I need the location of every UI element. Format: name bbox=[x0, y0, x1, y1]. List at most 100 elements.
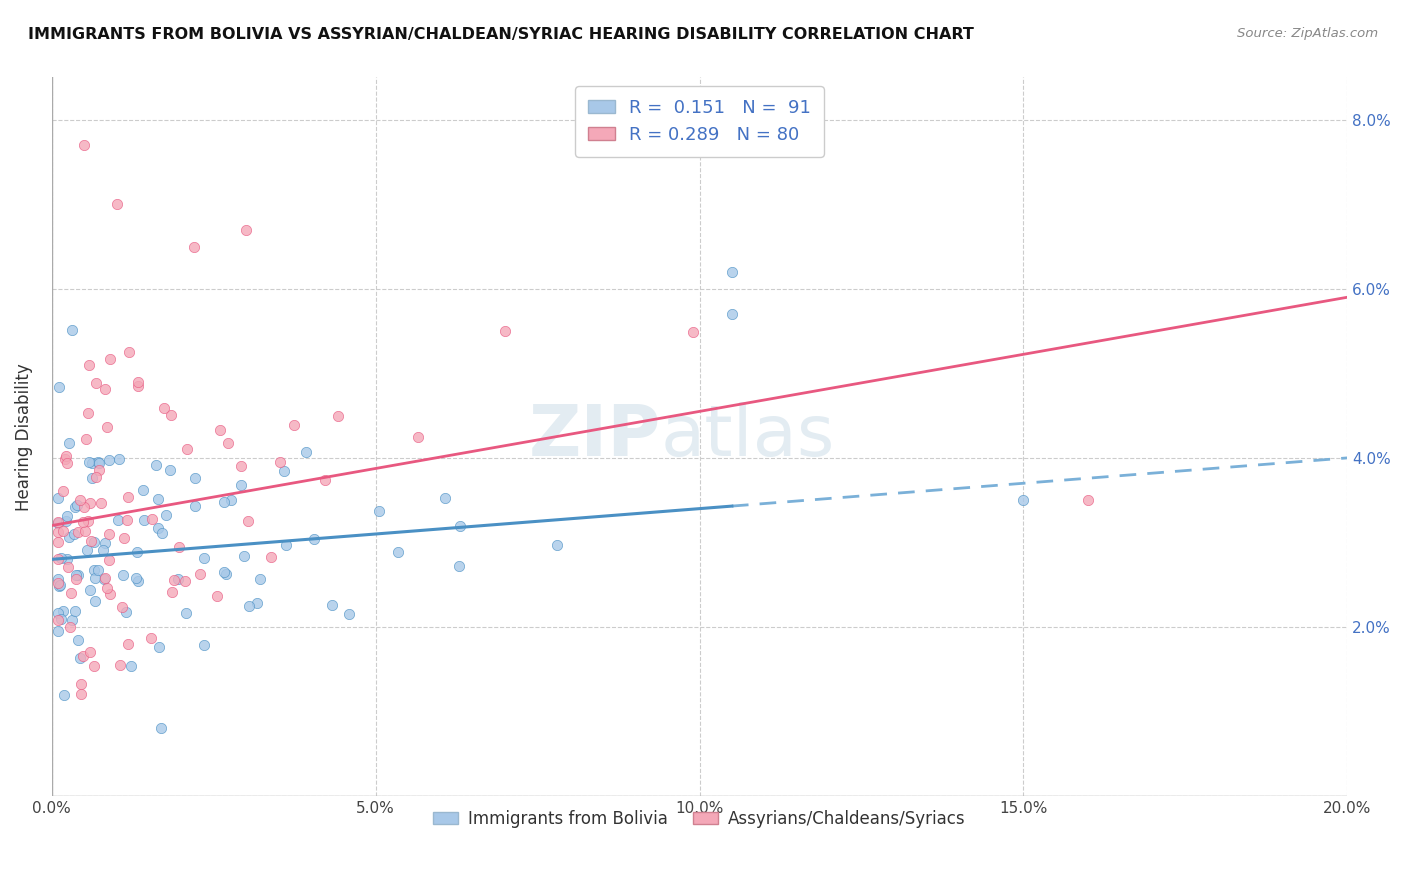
Point bbox=[46, 572, 69, 586]
Point bbox=[46, 515, 69, 529]
Point bbox=[46, 535, 69, 549]
Point bbox=[276, 538, 298, 552]
Point bbox=[65, 572, 87, 586]
Point bbox=[93, 573, 115, 587]
Point bbox=[107, 513, 129, 527]
Point bbox=[76, 542, 98, 557]
Point bbox=[46, 524, 69, 539]
Point bbox=[387, 545, 409, 559]
Text: atlas: atlas bbox=[661, 402, 835, 471]
Point bbox=[90, 496, 112, 510]
Point bbox=[52, 524, 75, 538]
Point bbox=[235, 222, 257, 236]
Point bbox=[66, 567, 89, 582]
Point bbox=[100, 351, 122, 366]
Point bbox=[76, 514, 98, 528]
Point bbox=[98, 553, 121, 567]
Point bbox=[97, 527, 120, 541]
Point bbox=[149, 722, 172, 736]
Point bbox=[183, 239, 205, 253]
Point bbox=[66, 633, 89, 648]
Point bbox=[127, 574, 149, 589]
Point bbox=[48, 380, 70, 394]
Legend: Immigrants from Bolivia, Assyrians/Chaldeans/Syriacs: Immigrants from Bolivia, Assyrians/Chald… bbox=[426, 803, 973, 835]
Point bbox=[98, 587, 121, 601]
Point bbox=[117, 513, 139, 527]
Point bbox=[212, 565, 235, 579]
Point bbox=[546, 537, 568, 551]
Point bbox=[86, 455, 108, 469]
Point bbox=[321, 598, 343, 612]
Point bbox=[139, 631, 162, 645]
Point bbox=[117, 490, 139, 504]
Point bbox=[83, 563, 105, 577]
Point bbox=[447, 559, 470, 574]
Point bbox=[238, 599, 260, 613]
Point bbox=[159, 462, 181, 476]
Point bbox=[155, 508, 177, 522]
Point bbox=[295, 444, 318, 458]
Point bbox=[46, 624, 69, 639]
Point bbox=[77, 406, 100, 420]
Point bbox=[148, 521, 170, 535]
Point bbox=[66, 498, 89, 512]
Point bbox=[96, 419, 118, 434]
Point bbox=[110, 657, 132, 672]
Point bbox=[408, 430, 430, 444]
Point bbox=[86, 563, 108, 577]
Point bbox=[75, 432, 97, 446]
Point bbox=[215, 567, 238, 582]
Point bbox=[188, 566, 211, 581]
Point bbox=[249, 572, 271, 586]
Point bbox=[79, 496, 101, 510]
Point bbox=[174, 574, 197, 589]
Point bbox=[1012, 493, 1035, 508]
Point bbox=[79, 645, 101, 659]
Point bbox=[77, 455, 100, 469]
Point bbox=[208, 423, 231, 437]
Point bbox=[152, 401, 174, 415]
Point bbox=[1077, 493, 1099, 508]
Point bbox=[150, 526, 173, 541]
Point bbox=[132, 513, 155, 527]
Point bbox=[60, 613, 83, 627]
Point bbox=[58, 435, 80, 450]
Point bbox=[105, 197, 128, 211]
Point bbox=[167, 572, 190, 586]
Point bbox=[84, 593, 107, 607]
Point bbox=[174, 606, 197, 620]
Point bbox=[87, 457, 110, 471]
Point bbox=[120, 659, 142, 673]
Point bbox=[108, 452, 131, 467]
Point bbox=[146, 492, 169, 507]
Point bbox=[233, 549, 256, 563]
Point bbox=[52, 688, 75, 702]
Point bbox=[112, 531, 135, 545]
Point bbox=[83, 534, 105, 549]
Point bbox=[111, 567, 134, 582]
Point bbox=[72, 649, 94, 664]
Point bbox=[94, 571, 117, 585]
Point bbox=[184, 470, 207, 484]
Point bbox=[46, 491, 69, 505]
Point bbox=[46, 606, 69, 620]
Point bbox=[111, 599, 134, 614]
Point bbox=[62, 527, 84, 541]
Point bbox=[184, 499, 207, 513]
Point bbox=[98, 452, 121, 467]
Point bbox=[75, 524, 97, 538]
Point bbox=[94, 382, 117, 396]
Point bbox=[84, 376, 107, 391]
Point bbox=[115, 605, 138, 619]
Point bbox=[69, 651, 91, 665]
Point bbox=[65, 568, 87, 582]
Point bbox=[259, 550, 281, 565]
Point bbox=[494, 324, 516, 338]
Point bbox=[46, 613, 69, 627]
Point bbox=[721, 265, 744, 279]
Point bbox=[63, 604, 86, 618]
Point bbox=[60, 323, 83, 337]
Point bbox=[59, 620, 82, 634]
Point bbox=[449, 519, 471, 533]
Point bbox=[367, 504, 389, 518]
